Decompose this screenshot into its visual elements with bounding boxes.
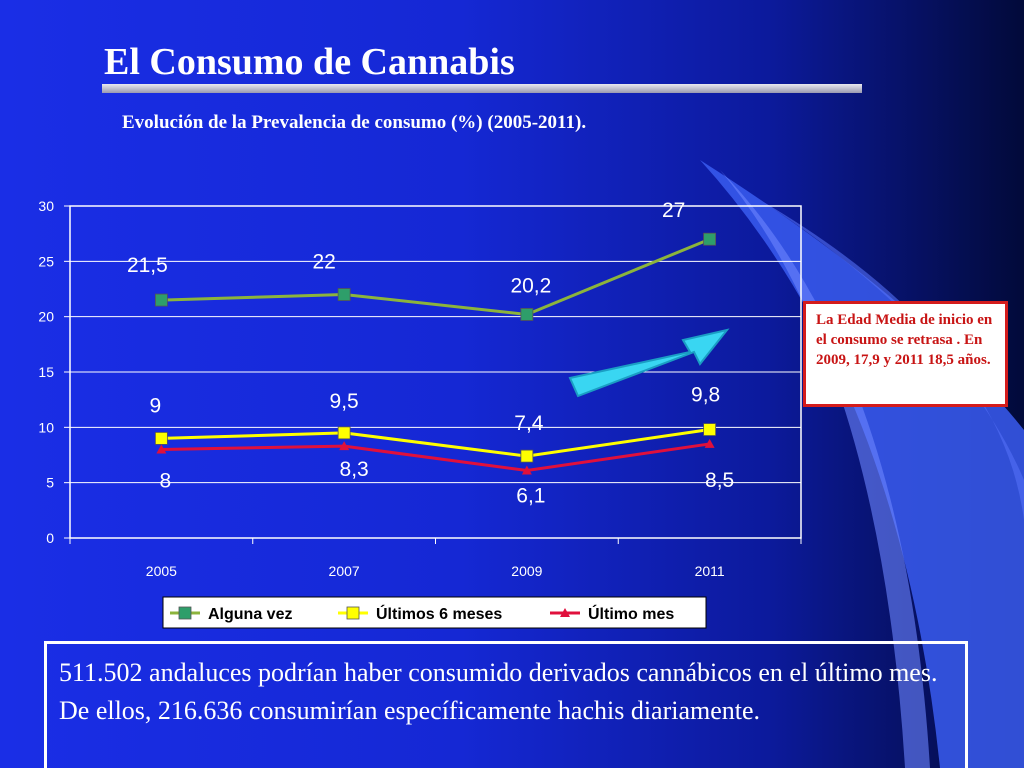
data-label: 9,8 (691, 384, 720, 407)
data-point (337, 288, 351, 301)
data-label: 8,3 (340, 458, 369, 481)
data-label: 7,4 (514, 412, 544, 435)
y-tick-label: 25 (38, 253, 54, 269)
data-point (703, 232, 717, 246)
data-point (520, 449, 534, 463)
data-label: 27 (662, 199, 685, 222)
data-labels: 21,5 22 20,2 27 9 9,5 7,4 9,8 8 8,3 6,1 8,5 (127, 199, 734, 507)
data-point (520, 308, 534, 321)
y-tick-label: 0 (46, 530, 54, 546)
y-tick-label: 5 (46, 475, 54, 491)
axis-ticks: 0 5 10 15 20 25 30 2005 2007 2009 2011 (38, 198, 802, 579)
data-label: 9 (150, 394, 162, 417)
data-label: 8,5 (705, 469, 734, 492)
legend-label: Último mes (588, 604, 674, 623)
data-point (521, 465, 532, 475)
footnote-box: 511.502 andaluces podrían haber consumid… (44, 641, 968, 768)
y-tick-label: 20 (38, 309, 54, 325)
x-tick-label: 2011 (695, 563, 725, 579)
legend-label: Últimos 6 meses (376, 604, 502, 623)
gridlines (70, 205, 801, 484)
data-point (154, 293, 168, 307)
data-point (339, 441, 350, 451)
series-line (161, 237, 711, 316)
data-point (154, 431, 168, 445)
data-point (704, 438, 715, 448)
legend-box (162, 596, 707, 629)
series-layer (154, 232, 717, 475)
y-tick-label: 30 (38, 198, 54, 214)
legend-marker (178, 606, 192, 620)
x-tick-label: 2009 (511, 563, 542, 579)
data-point (703, 423, 717, 436)
data-point (156, 444, 167, 454)
chart-legend: Alguna vez Últimos 6 meses Último mes (162, 596, 707, 629)
data-label: 21,5 (127, 254, 168, 277)
data-label: 9,5 (330, 390, 359, 413)
data-label: 22 (312, 251, 335, 274)
series-line (161, 428, 710, 458)
title-underline (102, 84, 862, 93)
x-tick-label: 2005 (146, 563, 177, 579)
data-label: 20,2 (510, 274, 551, 297)
legend-marker (560, 608, 570, 617)
age-note-box: La Edad Media de inicio en el consumo se… (803, 301, 1008, 407)
y-tick-label: 10 (38, 419, 54, 435)
data-label: 8 (160, 469, 172, 492)
chart-subtitle: Evolución de la Prevalencia de consumo (… (122, 112, 587, 133)
x-tick-label: 2007 (329, 563, 360, 579)
data-point (337, 426, 351, 440)
series-line (161, 442, 710, 473)
legend-label: Alguna vez (208, 606, 292, 623)
data-label: 6,1 (516, 484, 545, 507)
page-title: El Consumo de Cannabis (104, 41, 515, 83)
legend-marker (346, 606, 360, 620)
y-tick-label: 15 (38, 364, 54, 380)
trend-arrow-icon (568, 328, 730, 398)
